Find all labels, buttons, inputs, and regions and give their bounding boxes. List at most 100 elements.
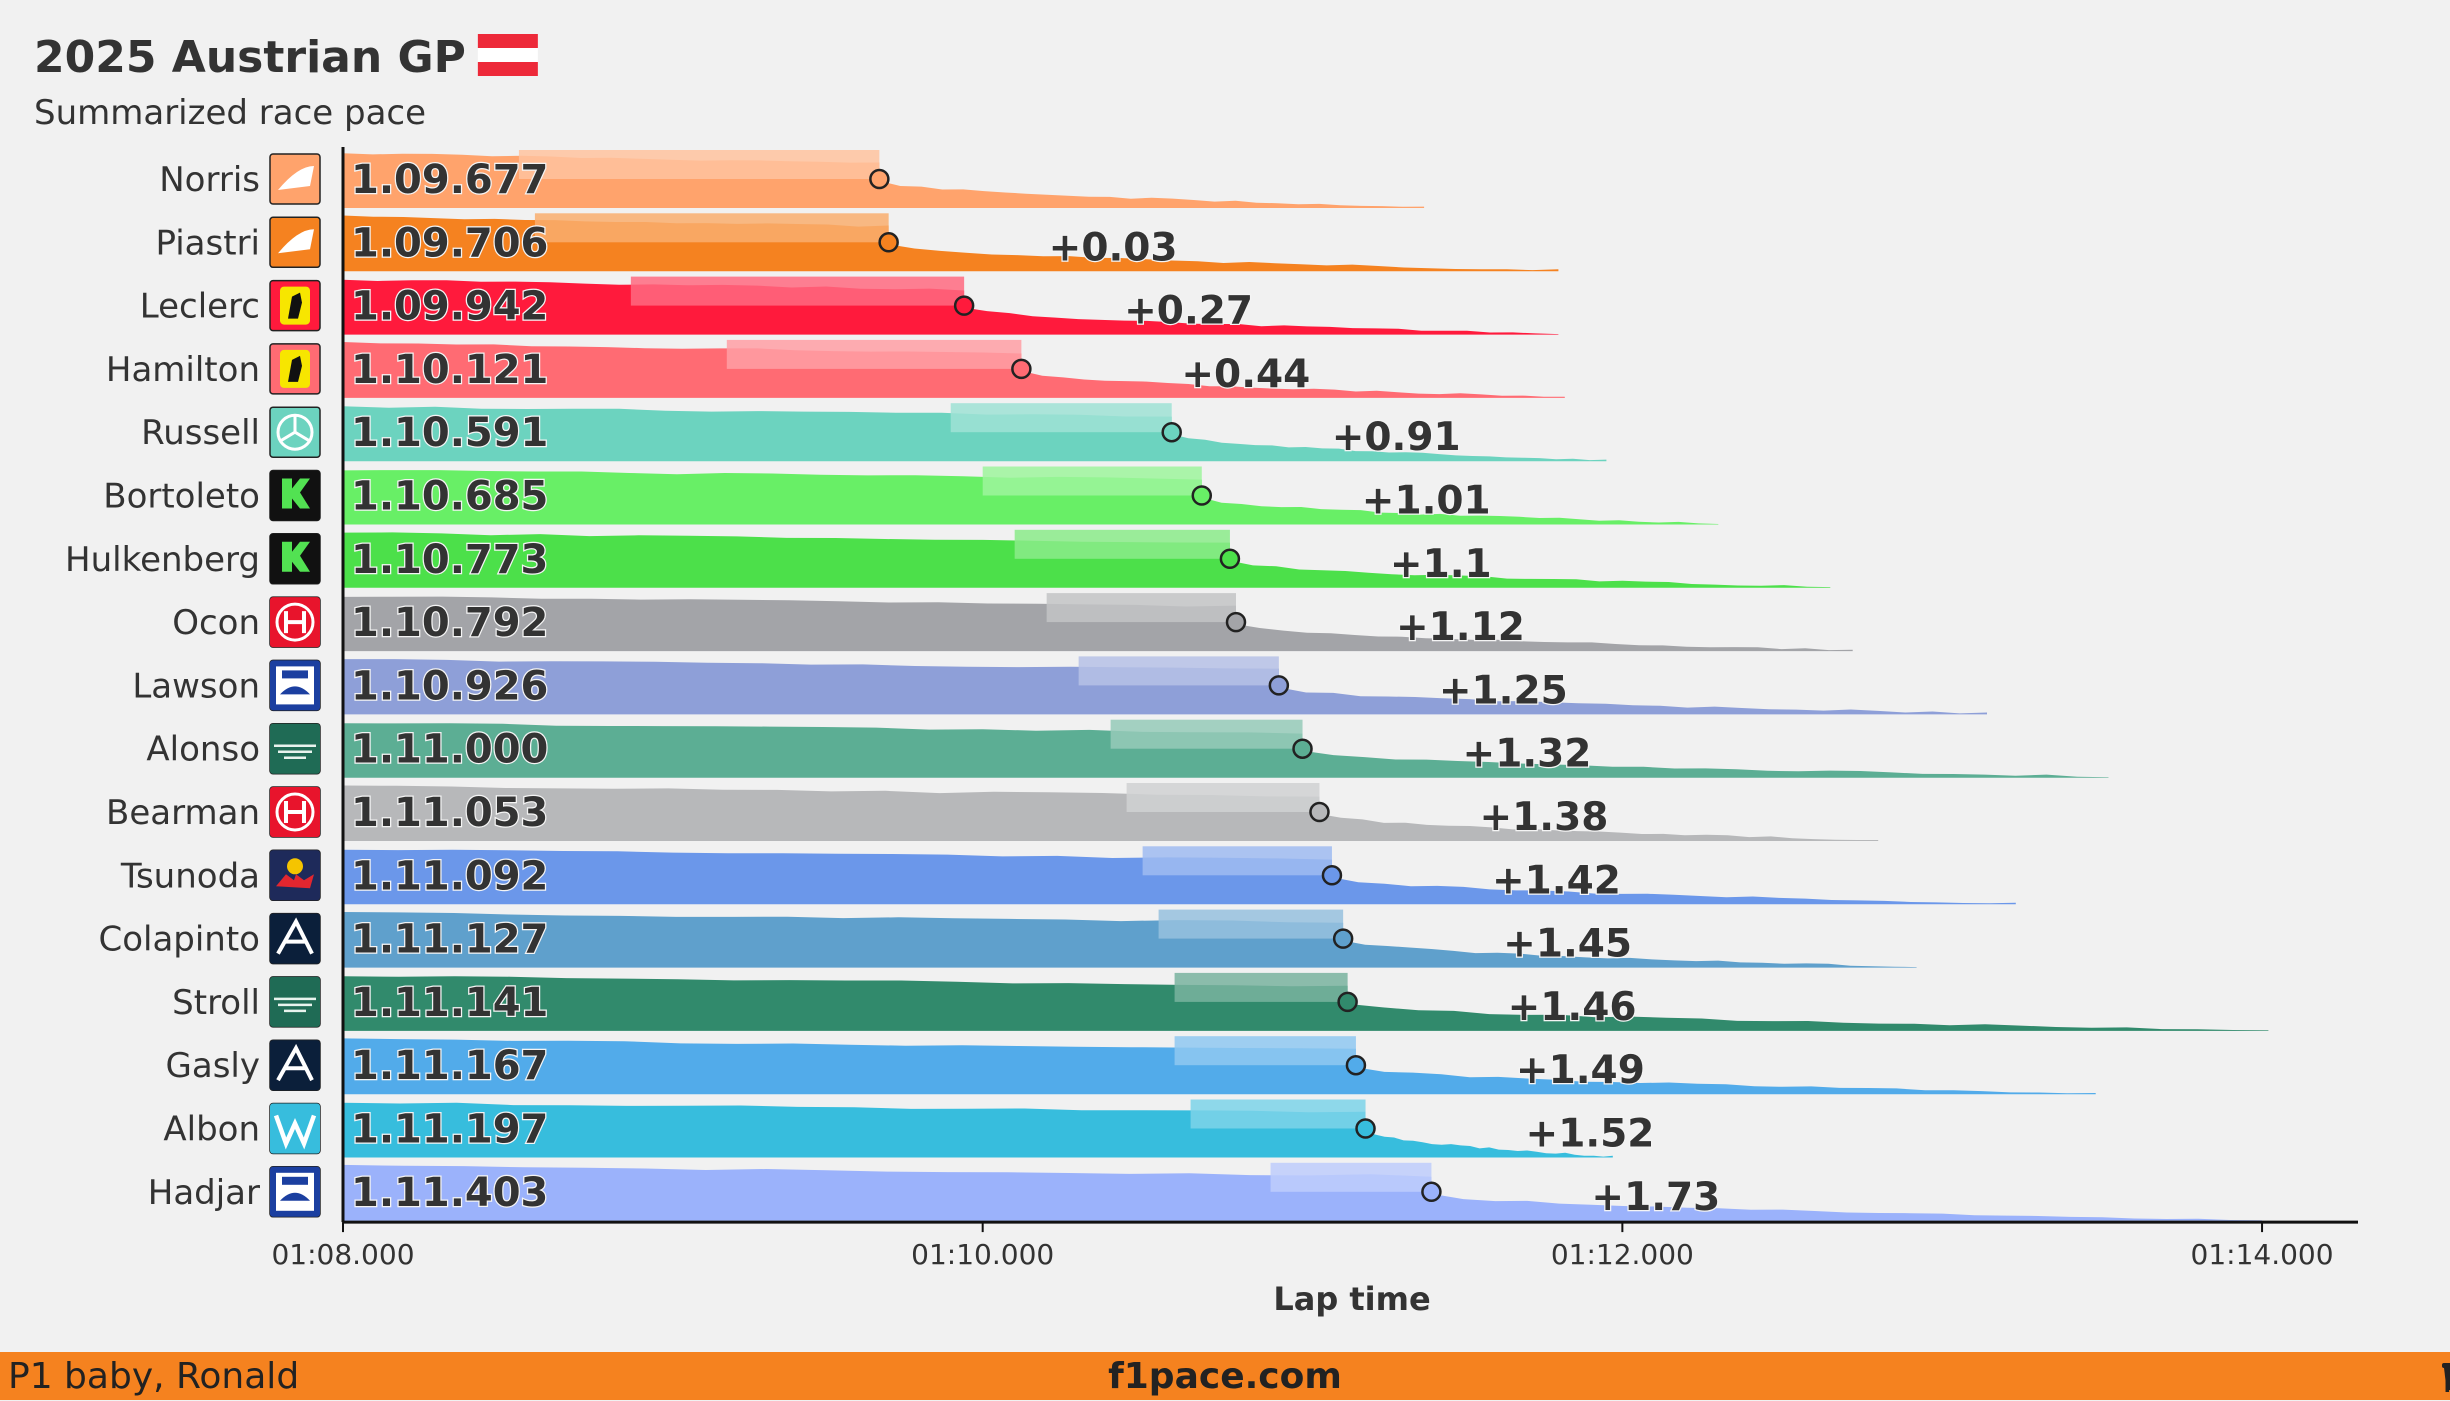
driver-row: 1.11.403 +1.73 Hadjar (148, 1162, 2262, 1221)
pace-distribution (343, 974, 2269, 1031)
driver-row: 1.11.092 +1.42 Tsunoda (120, 846, 2016, 905)
pace-quartile-band (1174, 972, 1348, 1002)
gap-label: +1.42 (1492, 858, 1621, 903)
median-marker[interactable] (1292, 738, 1313, 759)
gap-label: +1.38 (1479, 795, 1608, 840)
driver-row: 1.09.706 +0.03 Piastri (155, 213, 1559, 272)
pace-distribution (343, 721, 2109, 778)
median-marker[interactable] (1219, 548, 1241, 570)
median-time-label: 1.10.685 (351, 474, 548, 520)
median-marker[interactable] (1345, 1054, 1367, 1076)
gap-label: +0.27 (1124, 289, 1253, 334)
pace-quartile-band (1142, 846, 1332, 876)
driver-row: 1.10.121 +0.44 Hamilton (106, 339, 1565, 398)
driver-name: Leclerc (140, 287, 260, 327)
median-time-label: 1.11.197 (351, 1107, 548, 1153)
median-time-label: 1.11.141 (351, 980, 548, 1026)
pace-quartile-band (1190, 1099, 1366, 1129)
median-marker[interactable] (1161, 421, 1182, 443)
median-marker[interactable] (1355, 1118, 1376, 1139)
x-tick-label: 01:08.000 (271, 1238, 414, 1271)
driver-rows: 1.09.677 Norris 1.09.706 +0.03 Piastri 1.09.9… (65, 150, 2269, 1221)
red-bull-logo (269, 849, 321, 902)
driver-name: Colapinto (98, 920, 260, 960)
footer-bar: P1 baby, Ronald f1pace.com F1pace (0, 1352, 2450, 1401)
alpine-logo (269, 912, 321, 965)
median-marker[interactable] (1225, 611, 1247, 633)
austria-flag-icon (477, 34, 538, 76)
pace-quartile-band (1046, 593, 1236, 623)
x-tick-label: 01:14.000 (2191, 1238, 2334, 1271)
mclaren-logo (269, 153, 321, 205)
footer-caption: P1 baby, Ronald (8, 1356, 300, 1397)
median-time-label: 1.11.127 (351, 917, 548, 963)
median-time-label: 1.10.792 (351, 600, 548, 646)
mercedes-logo (269, 406, 321, 458)
pace-distribution (343, 405, 1607, 462)
haas-logo (269, 596, 321, 648)
median-marker[interactable] (1011, 358, 1032, 380)
driver-name: Lawson (132, 666, 260, 706)
pace-quartile-band (1158, 909, 1344, 939)
median-marker[interactable] (1268, 675, 1290, 696)
mclaren-logo (269, 216, 321, 269)
driver-name: Russell (141, 413, 260, 453)
median-marker[interactable] (1191, 485, 1213, 506)
x-axis: 01:08.000 01:10.000 01:12.000 01:14.000 (271, 147, 2358, 1271)
median-marker[interactable] (1421, 1181, 1442, 1203)
median-marker[interactable] (1337, 991, 1358, 1013)
pace-quartile-band (1110, 719, 1303, 749)
driver-name: Hamilton (106, 350, 260, 390)
driver-row: 1.11.167 +1.49 Gasly (166, 1036, 2096, 1094)
driver-name: Stroll (172, 983, 260, 1023)
pace-quartile-band (518, 150, 880, 179)
gap-label: +0.91 (1332, 415, 1461, 460)
gap-label: +1.46 (1508, 985, 1637, 1030)
cup-icon (2442, 1360, 2450, 1390)
median-time-label: 1.10.591 (351, 410, 548, 456)
median-time-label: 1.09.677 (351, 157, 548, 203)
pace-distribution (343, 911, 1917, 968)
kick-sauber-logo (269, 533, 321, 585)
median-marker[interactable] (1332, 928, 1354, 949)
driver-name: Bearman (106, 793, 260, 833)
williams-logo (269, 1102, 321, 1155)
median-time-label: 1.10.121 (351, 347, 548, 393)
pace-quartile-band (950, 403, 1172, 433)
median-marker[interactable] (869, 168, 890, 190)
driver-name: Hadjar (148, 1173, 260, 1213)
gap-label: +0.03 (1049, 225, 1178, 270)
race-pace-chart: 2025 Austrian GP Summarized race pace 1.… (34, 32, 2358, 1318)
driver-row: 1.09.677 Norris (159, 150, 1425, 208)
driver-row: 1.10.773 +1.1 Hulkenberg (65, 529, 1831, 588)
pace-distribution (343, 658, 1987, 715)
driver-name: Alonso (146, 730, 260, 770)
pace-quartile-band (982, 466, 1202, 496)
driver-row: 1.10.792 +1.12 Ocon (172, 593, 1853, 651)
driver-row: 1.11.197 +1.52 Albon (163, 1099, 1656, 1158)
median-marker[interactable] (953, 295, 975, 316)
pace-distribution (343, 785, 1879, 841)
x-tick-label: 01:10.000 (911, 1238, 1054, 1271)
gap-label: +1.12 (1396, 605, 1525, 650)
kick-sauber-logo (269, 469, 321, 522)
pace-distribution (343, 468, 1719, 525)
pace-distribution (343, 848, 2016, 905)
driver-row: 1.10.926 +1.25 Lawson (132, 656, 1987, 715)
footer-site-link[interactable]: f1pace.com (1108, 1356, 1342, 1397)
gap-label: +1.49 (1516, 1048, 1645, 1093)
median-marker[interactable] (1309, 801, 1330, 823)
median-marker[interactable] (878, 232, 899, 253)
ferrari-logo (269, 343, 321, 395)
driver-name: Norris (159, 160, 260, 200)
flag-stripe (477, 34, 538, 48)
pace-quartile-band (534, 213, 889, 243)
pace-quartile-band (1014, 529, 1230, 559)
pace-distribution (343, 531, 1831, 588)
median-time-label: 1.11.403 (351, 1170, 548, 1216)
pace-quartile-band (726, 339, 1022, 369)
driver-row: 1.11.141 +1.46 Stroll (172, 972, 2269, 1031)
median-marker[interactable] (1321, 865, 1343, 886)
racing-bulls-logo (269, 659, 321, 712)
x-axis-title: Lap time (1273, 1280, 1430, 1318)
